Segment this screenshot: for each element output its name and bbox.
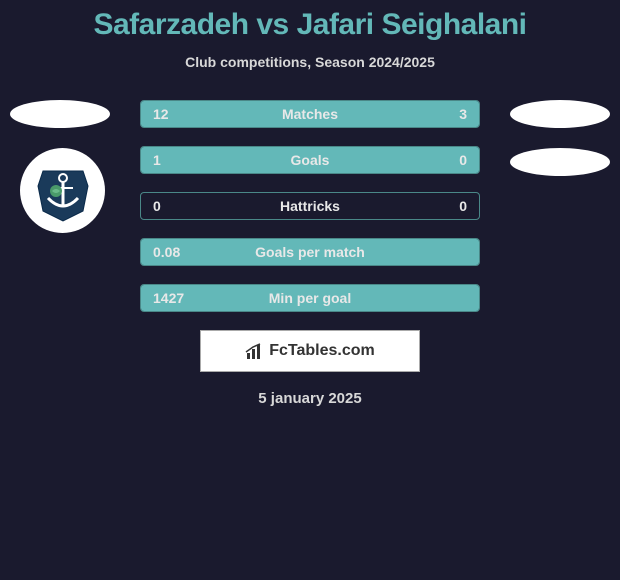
stat-label: Goals per match	[255, 244, 365, 260]
left-player-avatars	[10, 100, 110, 233]
date-label: 5 january 2025	[0, 390, 620, 407]
stat-label: Goals	[291, 152, 330, 168]
bar-chart-icon	[245, 343, 265, 359]
page-title: Safarzadeh vs Jafari Seighalani	[0, 8, 620, 42]
stat-fill-left	[141, 101, 411, 127]
source-logo-text: FcTables.com	[245, 342, 375, 360]
page-subtitle: Club competitions, Season 2024/2025	[0, 54, 620, 70]
header: Safarzadeh vs Jafari Seighalani Club com…	[0, 0, 620, 70]
comparison-content: 12 Matches 3 1 Goals 0 0 Hattricks 0 0.0…	[0, 100, 620, 407]
club-badge-left	[20, 148, 105, 233]
stat-value-left: 1427	[153, 290, 184, 306]
player-avatar-placeholder	[10, 100, 110, 128]
stat-value-left: 1	[153, 152, 161, 168]
stat-row-goals: 1 Goals 0	[140, 146, 480, 174]
stat-row-goals-per-match: 0.08 Goals per match	[140, 238, 480, 266]
stat-value-right: 0	[459, 198, 467, 214]
stat-label: Matches	[282, 106, 338, 122]
stat-row-min-per-goal: 1427 Min per goal	[140, 284, 480, 312]
stat-value-left: 0	[153, 198, 161, 214]
stat-row-matches: 12 Matches 3	[140, 100, 480, 128]
stat-value-right: 3	[459, 106, 467, 122]
club-avatar-placeholder	[510, 148, 610, 176]
stat-row-hattricks: 0 Hattricks 0	[140, 192, 480, 220]
source-logo-label: FcTables.com	[269, 342, 375, 360]
stats-table: 12 Matches 3 1 Goals 0 0 Hattricks 0 0.0…	[140, 100, 480, 312]
anchor-badge-icon	[28, 156, 98, 226]
right-player-avatars	[510, 100, 610, 196]
stat-fill-right	[411, 101, 479, 127]
stat-value-left: 0.08	[153, 244, 180, 260]
stat-value-left: 12	[153, 106, 169, 122]
player-avatar-placeholder	[510, 100, 610, 128]
source-logo-box: FcTables.com	[200, 330, 420, 372]
stat-label: Min per goal	[269, 290, 351, 306]
stat-label: Hattricks	[280, 198, 340, 214]
stat-value-right: 0	[459, 152, 467, 168]
